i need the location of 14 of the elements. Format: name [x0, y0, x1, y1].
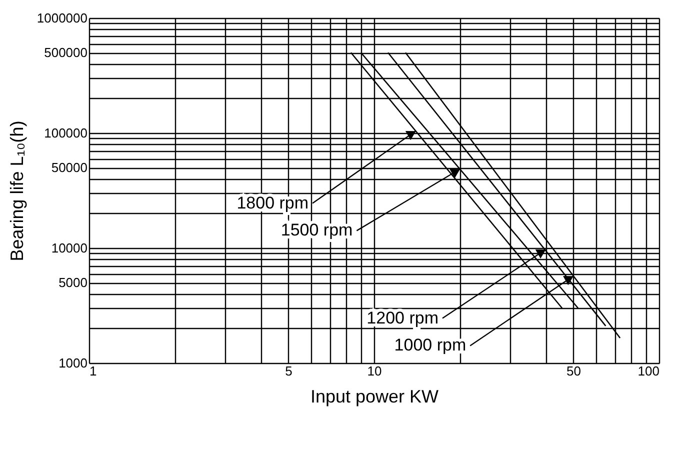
y-tick-label: 50000	[51, 160, 88, 176]
y-tick-label: 1000000	[36, 10, 88, 26]
x-tick-label: 5	[285, 364, 292, 378]
x-axis-title: Input power KW	[310, 386, 439, 406]
y-tick-label: 1000	[58, 356, 88, 370]
x-tick-label: 1	[90, 364, 97, 378]
x-tick-label: 10	[367, 364, 382, 378]
y-tick-label: 500000	[44, 45, 88, 60]
y-tick-label: 100000	[44, 126, 88, 140]
x-tick-label: 100	[638, 364, 660, 378]
y-tick-label: 5000	[58, 275, 88, 290]
x-tick-label: 50	[566, 364, 581, 378]
y-tick-label: 10000	[51, 240, 88, 256]
y-axis-title: Bearing life L₁₀(h)	[6, 120, 27, 262]
